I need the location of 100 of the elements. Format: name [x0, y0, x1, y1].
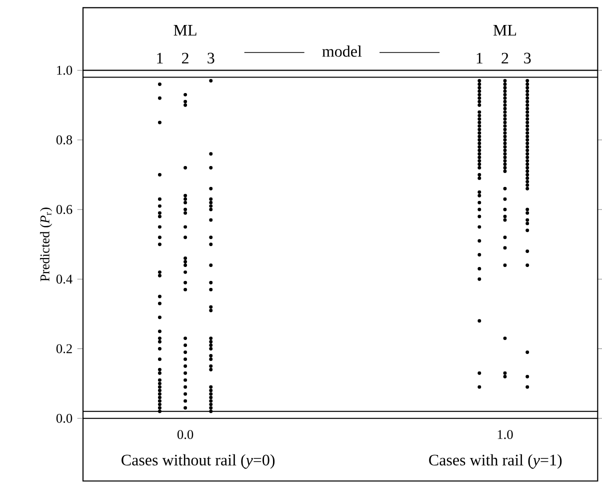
point	[478, 208, 482, 212]
annotation: 2	[502, 52, 508, 64]
point	[158, 242, 162, 246]
point	[209, 396, 213, 400]
point	[478, 100, 482, 104]
y-tick-label: 0.4	[56, 274, 72, 284]
point	[478, 166, 482, 170]
annotation: 1	[476, 52, 482, 64]
point	[478, 117, 482, 121]
y-axis-title: Predicted (P$_{r}$)	[40, 208, 52, 282]
point	[503, 89, 507, 93]
point	[158, 316, 162, 320]
point	[526, 222, 530, 226]
y-tick-label: 1.0	[57, 66, 72, 75]
point	[503, 110, 507, 114]
point	[526, 124, 530, 128]
point	[526, 218, 530, 222]
point	[526, 183, 530, 187]
point	[209, 406, 213, 410]
point	[503, 186, 507, 190]
annotation: 2	[182, 52, 188, 64]
point	[209, 340, 213, 344]
point	[184, 92, 188, 96]
y-tick-label: 0.0	[56, 414, 72, 423]
point	[158, 225, 162, 229]
point	[184, 194, 188, 198]
point	[503, 106, 507, 110]
point	[158, 214, 162, 218]
point	[526, 142, 530, 146]
annotation: Cases without rail (y=0)	[122, 454, 275, 469]
point	[503, 142, 507, 146]
point	[503, 208, 507, 212]
point	[184, 350, 188, 354]
point	[184, 392, 188, 396]
point	[526, 128, 530, 132]
point	[526, 145, 530, 149]
point	[184, 406, 188, 410]
point	[158, 357, 162, 361]
point	[503, 82, 507, 86]
point	[503, 162, 507, 166]
point	[209, 368, 213, 372]
point	[184, 211, 188, 215]
point	[478, 114, 482, 118]
point	[503, 166, 507, 170]
point	[158, 274, 162, 278]
annotation: Cases with rail (y=1)	[429, 454, 562, 469]
point	[503, 131, 507, 135]
point	[158, 336, 162, 340]
point	[503, 138, 507, 142]
point	[526, 156, 530, 160]
point	[158, 172, 162, 176]
point	[526, 263, 530, 267]
point	[158, 120, 162, 124]
point	[184, 357, 188, 361]
annotation: 3	[208, 52, 214, 64]
point	[526, 228, 530, 232]
point	[478, 152, 482, 156]
point	[158, 371, 162, 375]
point	[526, 82, 530, 86]
point	[478, 103, 482, 107]
point	[478, 162, 482, 166]
point	[184, 280, 188, 284]
point	[478, 82, 482, 86]
point	[209, 344, 213, 347]
point	[158, 236, 162, 240]
y-tick-label: 0.8	[56, 135, 72, 144]
point	[503, 159, 507, 163]
point	[503, 214, 507, 218]
point	[209, 354, 213, 358]
point	[209, 197, 213, 201]
point	[503, 236, 507, 240]
point	[526, 114, 530, 118]
point	[158, 410, 162, 414]
point	[209, 336, 213, 340]
point	[478, 194, 482, 198]
point	[209, 166, 213, 170]
point	[526, 103, 530, 107]
point	[209, 364, 213, 368]
point	[503, 92, 507, 96]
point	[158, 302, 162, 306]
point	[478, 89, 482, 93]
point	[209, 410, 213, 414]
point	[184, 399, 188, 403]
point	[478, 266, 482, 270]
point	[209, 392, 213, 396]
point	[478, 86, 482, 90]
point	[526, 152, 530, 156]
point	[478, 142, 482, 146]
point	[503, 148, 507, 152]
point	[503, 100, 507, 104]
point	[184, 103, 188, 107]
point	[478, 176, 482, 180]
point	[526, 208, 530, 212]
point	[526, 250, 530, 254]
point	[526, 79, 530, 82]
point	[478, 134, 482, 138]
point	[478, 239, 482, 243]
point	[478, 110, 482, 114]
point	[209, 242, 213, 246]
point	[209, 236, 213, 240]
